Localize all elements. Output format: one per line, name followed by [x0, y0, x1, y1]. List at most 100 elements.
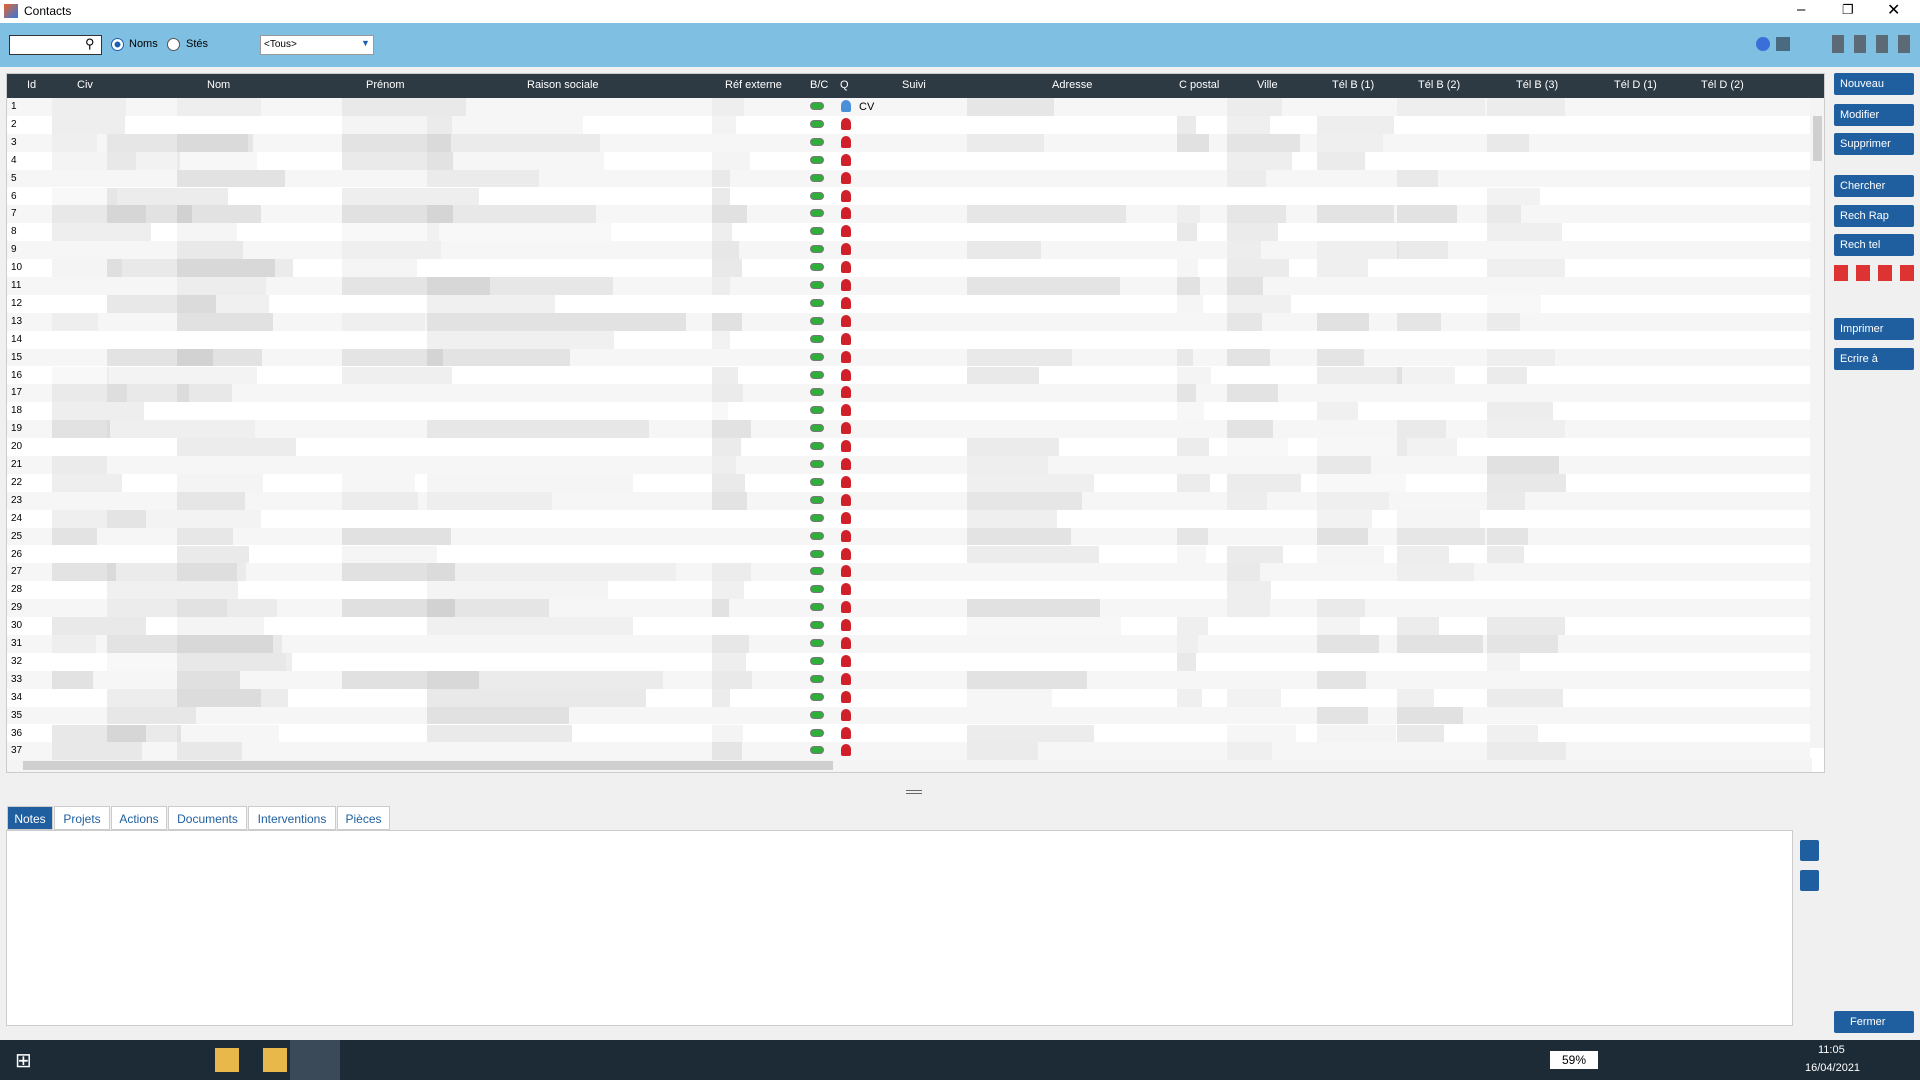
blurred-cell — [1177, 688, 1203, 707]
row-id: 29 — [11, 602, 23, 614]
blurred-cell — [1487, 420, 1565, 439]
active-app[interactable] — [290, 1040, 340, 1080]
blurred-cell — [1177, 205, 1201, 224]
grid-row: 20 — [7, 438, 1810, 456]
person-icon — [841, 440, 851, 453]
tab[interactable]: Interventions — [248, 806, 336, 830]
blurred-cell — [1227, 384, 1279, 403]
status-pill — [810, 173, 824, 182]
row-id: 31 — [11, 638, 23, 649]
blurred-cell — [1317, 617, 1361, 635]
blurred-cell — [342, 241, 441, 260]
start-button[interactable]: ⊞ — [15, 1050, 32, 1072]
notes-area[interactable] — [6, 830, 1793, 1026]
close-button[interactable]: Fermer — [1834, 1011, 1914, 1033]
status-pill — [810, 298, 824, 307]
action-button[interactable]: Ecrire à — [1834, 348, 1914, 370]
delete-note[interactable] — [1800, 870, 1819, 891]
blurred-cell — [1487, 133, 1530, 152]
status-pill — [810, 209, 824, 218]
blurred-cell — [107, 384, 189, 403]
row-id: 37 — [11, 745, 23, 757]
blurred-cell — [52, 563, 117, 582]
toolbar: ⚲ Noms Stés <Tous> ▼ — [0, 23, 1920, 67]
blurred-cell — [177, 635, 282, 653]
splitter[interactable] — [906, 790, 922, 794]
person-icon — [841, 458, 851, 470]
window-title: Contacts — [24, 4, 72, 18]
grid-row[interactable]: 1 — [7, 98, 1810, 116]
scroll-thumb[interactable] — [1813, 116, 1822, 161]
tab[interactable]: Pièces — [337, 806, 390, 830]
blurred-cell — [427, 724, 572, 743]
tab[interactable]: Documents — [168, 806, 247, 830]
blurred-cell — [712, 438, 742, 456]
action-icons[interactable] — [1834, 265, 1914, 281]
radio-names[interactable] — [111, 38, 124, 51]
blurred-cell — [342, 366, 452, 385]
blurred-cell — [1397, 635, 1484, 653]
blurred-cell — [967, 527, 1071, 546]
user-icons[interactable] — [1832, 35, 1916, 53]
row-id: 1 — [11, 101, 17, 112]
blurred-cell — [967, 366, 1040, 385]
grid-row: 19 — [7, 420, 1810, 439]
restore[interactable]: ❐ — [1842, 2, 1854, 17]
tab[interactable]: Notes — [7, 806, 53, 830]
blurred-cell — [427, 312, 687, 331]
filter-dropdown[interactable]: <Tous> ▼ — [260, 35, 374, 55]
blurred-cell — [712, 724, 744, 743]
blurred-cell — [107, 294, 217, 313]
column-header: Suivi — [902, 79, 926, 91]
blurred-cell — [967, 98, 1054, 116]
tab[interactable]: Projets — [54, 806, 110, 830]
blurred-cell — [1397, 98, 1486, 116]
blurred-cell — [1487, 742, 1566, 761]
back-icon[interactable] — [1756, 37, 1770, 51]
person-icon — [841, 547, 851, 560]
blurred-cell — [107, 724, 182, 743]
book-icon[interactable] — [1776, 37, 1790, 51]
person-icon — [841, 153, 851, 166]
person-icon — [841, 207, 851, 220]
blurred-cell — [427, 205, 596, 224]
blurred-cell — [1177, 348, 1194, 367]
blurred-cell — [107, 259, 275, 277]
blurred-cell — [52, 187, 117, 206]
edit-note[interactable] — [1800, 840, 1819, 861]
status-pill — [810, 316, 824, 325]
blurred-cell — [342, 223, 440, 242]
blurred-cell — [1487, 652, 1520, 671]
blurred-cell — [52, 366, 110, 385]
blurred-cell — [107, 599, 227, 618]
person-icon — [841, 100, 851, 112]
blurred-cell — [1487, 473, 1566, 492]
minimize[interactable]: – — [1797, 1, 1806, 18]
action-button[interactable]: Nouveau — [1834, 73, 1914, 95]
action-button[interactable]: Rech tel — [1834, 234, 1914, 256]
blurred-cell — [712, 688, 731, 707]
search-input[interactable] — [9, 35, 102, 55]
vertical-scrollbar[interactable] — [1810, 98, 1824, 748]
tab[interactable]: Actions — [111, 806, 167, 830]
blurred-cell — [1487, 635, 1558, 653]
close-window[interactable]: ✕ — [1887, 2, 1901, 19]
status-pill — [810, 388, 824, 397]
clock-date[interactable]: 16/04/2021 — [1805, 1062, 1861, 1074]
person-icon — [841, 583, 851, 596]
action-button[interactable]: Chercher — [1834, 175, 1914, 197]
horizontal-scrollbar[interactable] — [7, 758, 1812, 772]
row-id: 18 — [11, 405, 23, 417]
action-button[interactable]: Imprimer — [1834, 318, 1914, 340]
search-icon[interactable]: ⚲ — [85, 36, 95, 51]
battery[interactable]: 59% — [1550, 1051, 1598, 1069]
action-button[interactable]: Rech Rap — [1834, 205, 1914, 227]
blurred-cell — [1397, 241, 1449, 260]
action-button[interactable]: Modifier — [1834, 104, 1914, 126]
scroll-thumb[interactable] — [23, 761, 833, 770]
grid-header: Id Civ Nom Prénom Raison sociale Réf externe B… — [7, 74, 1824, 98]
clock-time[interactable]: 11:05 — [1818, 1044, 1845, 1056]
action-button[interactable]: Supprimer — [1834, 133, 1914, 155]
radio-companies[interactable] — [167, 38, 180, 51]
blurred-cell — [1487, 223, 1562, 242]
